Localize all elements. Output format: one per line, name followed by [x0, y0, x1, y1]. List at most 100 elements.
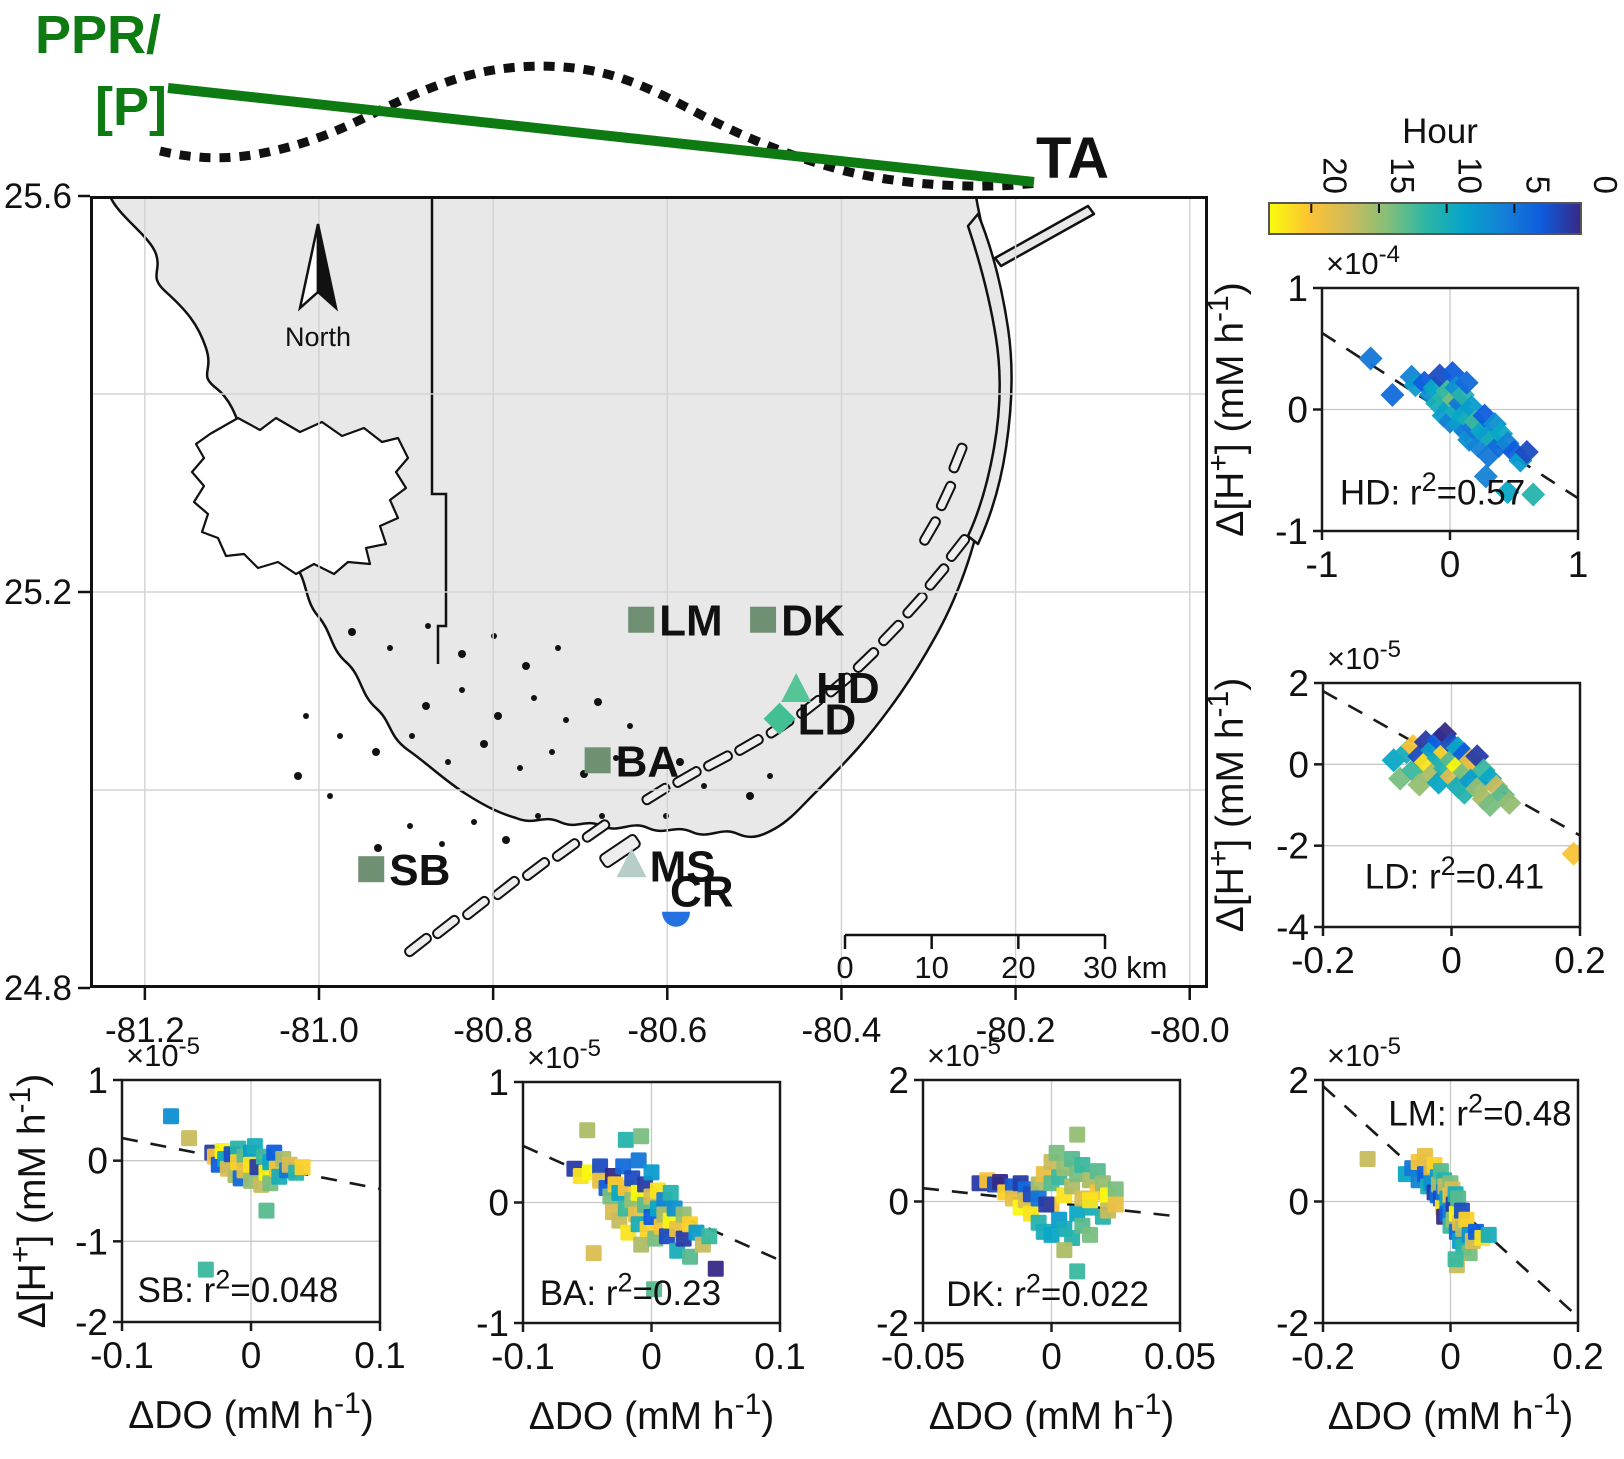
scatter-point [579, 1122, 596, 1139]
scatter-point [666, 1200, 683, 1217]
scatter-point [217, 1151, 234, 1168]
scatter-points [1381, 721, 1580, 866]
x-tick-label: 0 [1441, 940, 1462, 981]
site-marker-diamond [763, 702, 796, 735]
site-label: HD [816, 664, 880, 713]
y-tick-label: -2 [876, 1303, 909, 1344]
hour-colorbar [1268, 202, 1582, 235]
scatter-point [1442, 1202, 1459, 1219]
x-tick-label: -0.2 [1291, 940, 1355, 981]
scatter-point [615, 1158, 632, 1175]
ta-diel-curve [158, 61, 1041, 191]
trend-line [122, 1136, 380, 1191]
x-axis-label: ΔDO (mM h-1) [1328, 1388, 1574, 1438]
islet [439, 841, 445, 847]
scatter-point [1458, 748, 1483, 773]
islet [491, 633, 497, 639]
scatter-point [1465, 776, 1490, 801]
x-tick-label: 0 [1440, 544, 1461, 585]
scatter-point [1426, 746, 1451, 771]
scatter-point [255, 1148, 272, 1165]
x-tick-label: 0.05 [1144, 1336, 1216, 1377]
site-marker-square [358, 856, 385, 883]
x-tick-label: 0.2 [1554, 940, 1605, 981]
scatter-point [1450, 403, 1475, 428]
key-island [948, 442, 968, 474]
scatter-point [1410, 1154, 1427, 1171]
scatter-point [1056, 1220, 1073, 1237]
scatter-point [181, 1130, 198, 1147]
scatter-point [1438, 395, 1462, 420]
scatter-point [649, 1182, 666, 1199]
axis-multiplier: ×10-4 [1326, 241, 1400, 281]
scatter-point [604, 1167, 621, 1184]
scatter-point [1432, 1163, 1449, 1180]
scatter-point [592, 1172, 609, 1189]
scatter-point [637, 1196, 654, 1213]
plot-frame [120, 1078, 382, 1324]
islet [372, 748, 380, 756]
islet [294, 772, 302, 780]
scatter-point [1476, 424, 1501, 449]
map-lon-tick-label: -80.2 [976, 1011, 1056, 1050]
scatter-point [620, 1224, 637, 1241]
scatter-point [630, 1216, 647, 1233]
site-marker-square [628, 606, 655, 633]
y-tick-label: 0 [1287, 390, 1308, 431]
north-arrow-right [316, 223, 339, 312]
islet [594, 698, 602, 706]
scatter-point [1461, 1245, 1478, 1262]
scatter-point [617, 1200, 634, 1217]
map-lat-tick-label: 24.8 [4, 969, 72, 1008]
site-label: MS [650, 842, 716, 891]
islet [409, 733, 415, 739]
x-tick-label: 0 [241, 1335, 262, 1376]
scatter-point [1082, 1192, 1099, 1209]
map-site-cr: CR [661, 868, 734, 927]
scatter-point [1388, 766, 1413, 791]
scatter-point [204, 1144, 221, 1161]
scatter-point [1030, 1214, 1047, 1231]
scatter-plot-dk: -0.05 0 0.05 2 0 -2 ×10-5 DK: r2=0.022 ΔDO (mM h… [876, 1033, 1216, 1438]
scatter-point [682, 1216, 699, 1233]
scatter-points [566, 1122, 724, 1298]
scatter-point [1447, 1186, 1464, 1203]
plot-bg [923, 1080, 1180, 1323]
scatter-point [1069, 1166, 1086, 1183]
y-tick-label: 0 [488, 1183, 509, 1224]
map-lon-tick-label: -80.4 [802, 1011, 882, 1050]
scatter-point [1440, 361, 1465, 386]
scatter-point [707, 1260, 724, 1277]
key-island [703, 750, 733, 772]
scatter-point [1412, 370, 1437, 395]
scatter-point [1508, 448, 1533, 473]
scatter-point [675, 1230, 692, 1247]
islet [549, 749, 555, 755]
scatter-point [1426, 770, 1451, 795]
barrier-islet [993, 204, 1096, 268]
scatter-point [1453, 419, 1478, 444]
scatter-point [1436, 1172, 1453, 1189]
scatter-point [1035, 1166, 1052, 1183]
scatter-point [1458, 1211, 1475, 1228]
islet [303, 713, 309, 719]
map-site-hd: HD [781, 664, 880, 713]
scatter-point [637, 1176, 654, 1193]
scalebar-label: 10 [914, 950, 948, 985]
scatter-point [1038, 1196, 1055, 1213]
scatter-point [1407, 772, 1432, 797]
islet [746, 792, 754, 800]
scatter-point [662, 1184, 679, 1201]
scatter-point [1442, 1217, 1459, 1234]
scatter-point [1433, 756, 1458, 781]
scatter-point [1442, 1187, 1459, 1204]
scatter-point [1444, 399, 1469, 424]
x-axis-label: ΔDO (mM h-1) [529, 1388, 775, 1438]
scatter-point [1425, 391, 1450, 416]
scatter-plot-ba: -0.1 0 0.1 1 0 -1 ×10-5 BA: r2=0.23 ΔDO (mM h-1) [476, 1035, 806, 1438]
scatter-point [1064, 1229, 1081, 1246]
scatter-point [1420, 1178, 1437, 1195]
scatter-point [163, 1108, 180, 1125]
r2-annotation: HD: r2=0.57 [1340, 467, 1525, 512]
scatter-point [1465, 744, 1490, 769]
